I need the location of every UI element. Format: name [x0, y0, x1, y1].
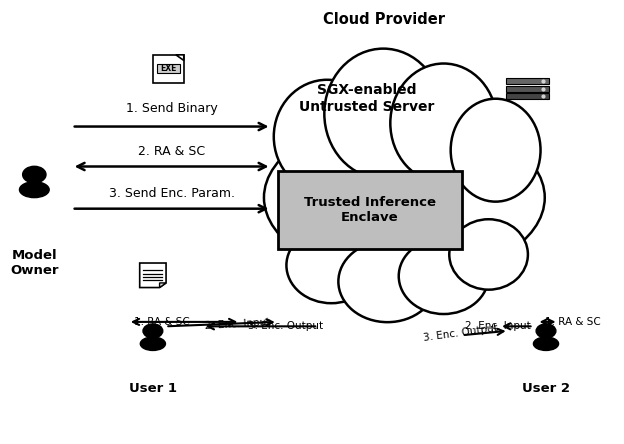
Ellipse shape — [391, 63, 497, 182]
Ellipse shape — [274, 80, 381, 194]
Text: 2. RA & SC: 2. RA & SC — [138, 145, 205, 158]
Circle shape — [536, 324, 556, 338]
Ellipse shape — [264, 116, 545, 279]
Ellipse shape — [534, 337, 558, 350]
Ellipse shape — [140, 337, 165, 350]
FancyBboxPatch shape — [157, 64, 180, 73]
Polygon shape — [176, 55, 184, 60]
Text: User 1: User 1 — [129, 382, 177, 395]
Text: 3. Enc. Output: 3. Enc. Output — [422, 323, 498, 343]
FancyBboxPatch shape — [506, 86, 548, 92]
FancyBboxPatch shape — [506, 78, 548, 84]
Text: Model
Owner: Model Owner — [10, 249, 59, 277]
Circle shape — [143, 324, 163, 338]
Ellipse shape — [449, 219, 528, 289]
Text: 2. Enc. Input: 2. Enc. Input — [465, 321, 530, 331]
Bar — [154, 55, 184, 83]
Circle shape — [22, 166, 46, 183]
Polygon shape — [140, 263, 166, 288]
Text: SGX-enabled
Untrusted Server: SGX-enabled Untrusted Server — [300, 83, 434, 114]
FancyBboxPatch shape — [506, 93, 548, 99]
Text: 3. Send Enc. Param.: 3. Send Enc. Param. — [109, 187, 235, 200]
Text: 1. Send Binary: 1. Send Binary — [125, 103, 218, 115]
Text: Trusted Inference
Enclave: Trusted Inference Enclave — [304, 196, 436, 224]
Text: User 2: User 2 — [522, 382, 570, 395]
Text: 1. RA & SC: 1. RA & SC — [545, 317, 600, 327]
FancyBboxPatch shape — [278, 171, 462, 249]
Ellipse shape — [399, 238, 489, 314]
Text: 1. RA & SC: 1. RA & SC — [134, 317, 190, 327]
Text: 3. Enc. Output: 3. Enc. Output — [248, 321, 323, 331]
Text: Cloud Provider: Cloud Provider — [323, 12, 445, 28]
Ellipse shape — [286, 227, 376, 303]
Ellipse shape — [324, 49, 442, 178]
Text: EXE: EXE — [160, 64, 177, 73]
Ellipse shape — [451, 99, 540, 202]
Text: 2. Enc. Input: 2. Enc. Input — [204, 317, 270, 331]
Ellipse shape — [338, 241, 437, 322]
Ellipse shape — [19, 182, 49, 198]
Polygon shape — [160, 283, 166, 288]
